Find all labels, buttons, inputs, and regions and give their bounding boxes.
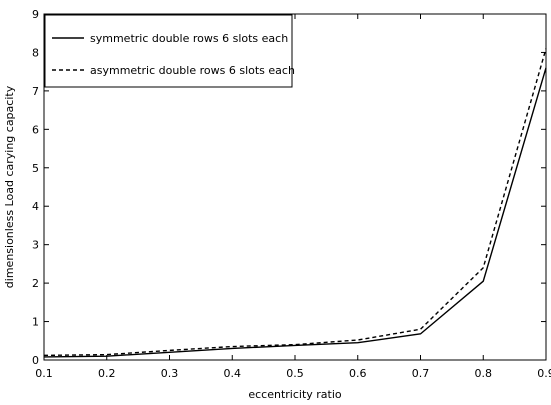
y-tick-label: 9 [32, 8, 39, 21]
y-tick-label: 0 [32, 354, 39, 367]
x-axis: 0.1 0.2 0.3 0.4 0.5 0.6 0.7 0.8 0.9 [35, 14, 551, 380]
legend-label-symmetric: symmetric double rows 6 slots each [90, 32, 288, 45]
x-tick-label: 0.7 [412, 367, 430, 380]
x-tick-label: 0.6 [349, 367, 367, 380]
y-tick-label: 8 [32, 46, 39, 59]
y-tick-label: 5 [32, 162, 39, 175]
y-tick-label: 1 [32, 316, 39, 329]
legend: symmetric double rows 6 slots each asymm… [44, 14, 295, 88]
y-tick-label: 6 [32, 123, 39, 136]
x-tick-label: 0.9 [537, 367, 551, 380]
y-axis-label: dimensionless Load carying capacity [3, 85, 16, 288]
y-tick-label: 3 [32, 239, 39, 252]
series-line-asymmetric [43, 48, 547, 357]
legend-box [44, 14, 293, 88]
y-tick-label: 7 [32, 85, 39, 98]
x-tick-label: 0.1 [35, 367, 53, 380]
y-tick-label: 4 [32, 200, 39, 213]
legend-label-asymmetric: asymmetric double rows 6 slots each [90, 64, 295, 77]
y-axis: 0 1 2 3 4 5 6 7 8 9 [32, 8, 546, 367]
x-tick-label: 0.2 [98, 367, 116, 380]
x-tick-label: 0.4 [224, 367, 242, 380]
x-axis-label: eccentricity ratio [248, 388, 342, 401]
x-tick-label: 0.3 [161, 367, 179, 380]
x-tick-label: 0.5 [286, 367, 304, 380]
y-tick-label: 2 [32, 277, 39, 290]
series-layer [43, 48, 547, 358]
x-tick-label: 0.8 [475, 367, 493, 380]
series-line-symmetric [43, 67, 547, 358]
